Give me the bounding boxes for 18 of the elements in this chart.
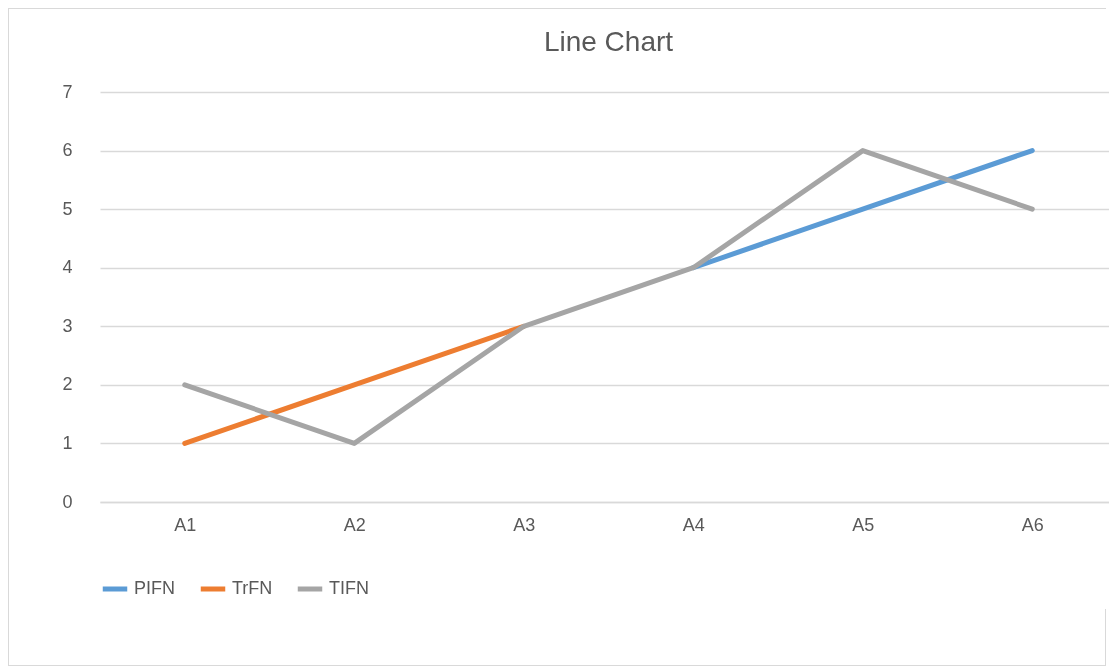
y-tick-label: 6 <box>62 140 73 161</box>
y-tick-label: 7 <box>62 81 73 102</box>
x-tick-label: A5 <box>852 514 875 535</box>
legend-label: TrFN <box>232 578 273 598</box>
y-tick-label: 5 <box>62 198 73 219</box>
x-tick-label: A4 <box>682 514 705 535</box>
x-tick-label: A6 <box>1021 514 1044 535</box>
legend-label: TIFN <box>329 578 369 598</box>
x-tick-label: A3 <box>513 514 536 535</box>
y-tick-label: 4 <box>62 257 73 278</box>
x-tick-label: A2 <box>343 514 366 535</box>
legend-label: PIFN <box>134 578 176 598</box>
y-tick-label: 1 <box>62 432 73 453</box>
chart-title: Line Chart <box>543 26 674 57</box>
y-tick-label: 0 <box>62 491 73 512</box>
x-tick-label: A1 <box>174 514 197 535</box>
y-tick-label: 2 <box>62 374 73 395</box>
y-tick-label: 3 <box>62 315 73 336</box>
